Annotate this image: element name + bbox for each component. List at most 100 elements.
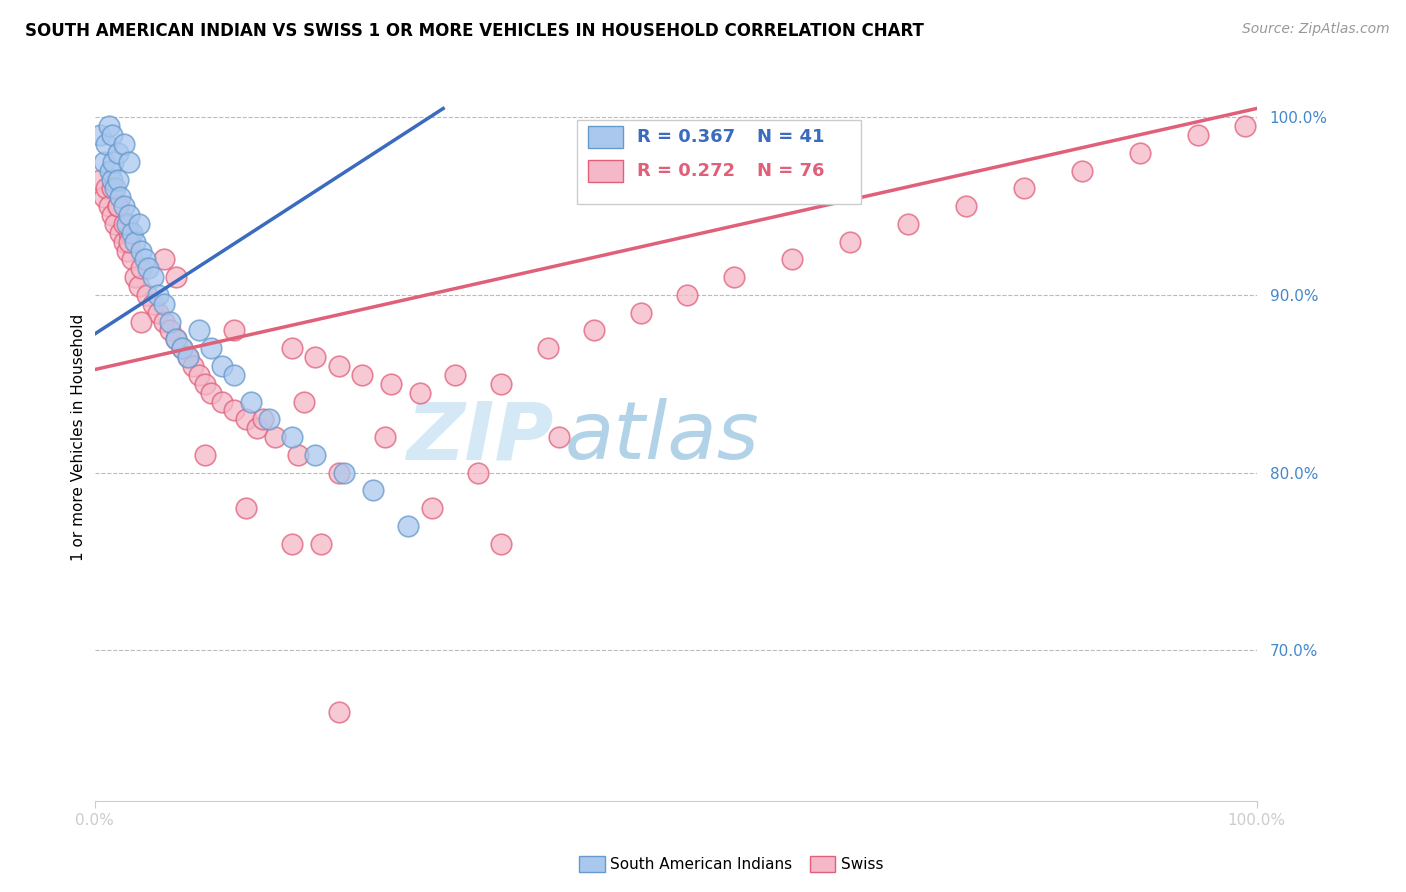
Point (350, 368, 373, 382)
Point (420, 501, 443, 516)
Point (780, 252, 803, 267)
Point (165, 270, 187, 285)
Point (142, 270, 165, 285)
Point (135, 288, 157, 302)
Point (96, 181, 118, 195)
Point (955, 199, 977, 213)
Point (97, 199, 120, 213)
Point (104, 181, 127, 195)
Point (107, 145, 129, 160)
Point (115, 244, 138, 258)
Text: N = 41: N = 41 (756, 128, 824, 146)
Point (108, 226, 131, 240)
Point (112, 136, 135, 151)
Point (170, 341, 193, 355)
Point (170, 341, 193, 355)
Point (165, 332, 187, 346)
Point (363, 483, 385, 498)
FancyBboxPatch shape (588, 126, 623, 148)
Point (124, 235, 146, 249)
Point (142, 297, 165, 311)
Point (211, 394, 233, 409)
Text: R = 0.367: R = 0.367 (637, 128, 735, 146)
Point (222, 324, 245, 338)
Point (222, 368, 245, 382)
Point (246, 421, 269, 435)
Point (838, 235, 860, 249)
Point (328, 359, 350, 373)
Point (287, 448, 309, 462)
Point (194, 376, 217, 391)
Point (89, 172, 111, 186)
Point (676, 288, 699, 302)
Point (121, 226, 143, 240)
Point (89, 128, 111, 143)
Point (101, 154, 124, 169)
Point (176, 350, 198, 364)
Point (467, 466, 489, 480)
Point (159, 324, 181, 338)
Point (240, 394, 263, 409)
Point (200, 385, 222, 400)
Point (281, 430, 304, 444)
Point (281, 341, 304, 355)
Point (235, 412, 257, 426)
Point (1129, 145, 1152, 160)
Point (252, 412, 274, 426)
Point (257, 412, 280, 426)
Text: ZIP: ZIP (406, 398, 554, 476)
Point (1071, 163, 1094, 178)
Point (112, 199, 135, 213)
Point (443, 368, 465, 382)
Point (176, 350, 198, 364)
Point (188, 368, 211, 382)
Point (112, 235, 135, 249)
Text: SOUTH AMERICAN INDIAN VS SWISS 1 OR MORE VEHICLES IN HOUSEHOLD CORRELATION CHART: SOUTH AMERICAN INDIAN VS SWISS 1 OR MORE… (25, 22, 924, 40)
Point (630, 306, 652, 320)
FancyBboxPatch shape (588, 161, 623, 182)
Point (129, 244, 152, 258)
Point (112, 217, 135, 231)
Point (104, 217, 127, 231)
Point (118, 154, 141, 169)
Point (153, 297, 176, 311)
Point (129, 315, 152, 329)
Point (583, 324, 606, 338)
Point (101, 208, 124, 222)
Point (159, 315, 181, 329)
Text: N = 76: N = 76 (756, 162, 824, 180)
Point (292, 394, 315, 409)
Point (263, 430, 285, 444)
Point (96, 136, 118, 151)
Point (118, 226, 141, 240)
Point (211, 359, 233, 373)
Point (328, 706, 350, 720)
Point (328, 466, 350, 480)
Point (153, 252, 176, 267)
Point (108, 190, 131, 204)
Point (165, 332, 187, 346)
Point (124, 270, 146, 285)
Point (148, 288, 170, 302)
Point (374, 430, 396, 444)
Point (304, 350, 326, 364)
Point (129, 261, 152, 276)
Point (101, 128, 124, 143)
Point (134, 252, 156, 267)
Point (128, 279, 150, 293)
Point (107, 172, 129, 186)
Point (1187, 128, 1209, 143)
Point (115, 217, 138, 231)
Y-axis label: 1 or more Vehicles in Household: 1 or more Vehicles in Household (72, 313, 86, 561)
Point (897, 217, 920, 231)
Point (1233, 120, 1256, 134)
Point (380, 376, 402, 391)
Point (304, 448, 326, 462)
Point (723, 270, 745, 285)
Point (101, 172, 124, 186)
Point (396, 519, 419, 533)
Point (222, 403, 245, 417)
Text: atlas: atlas (565, 398, 759, 476)
Point (491, 376, 513, 391)
Point (136, 261, 159, 276)
